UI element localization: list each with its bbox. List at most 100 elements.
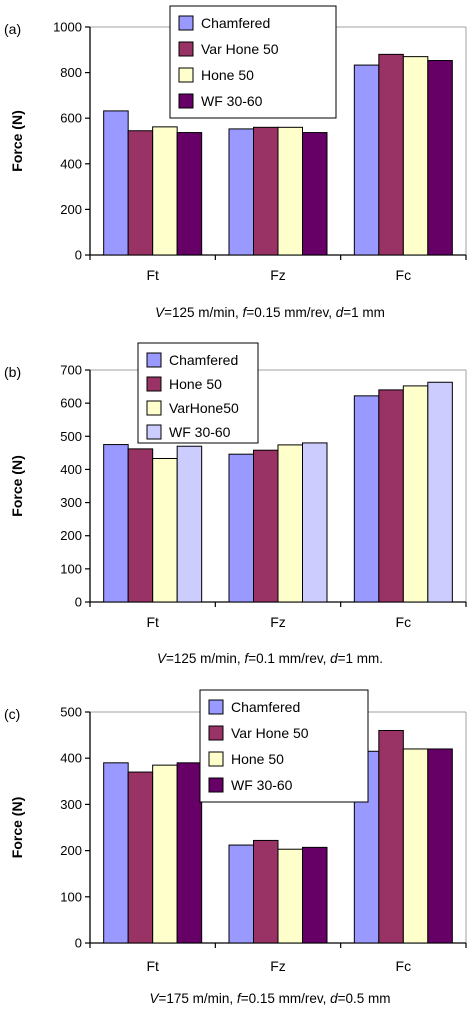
bar-fc-4: [427, 60, 453, 256]
legend-entry: Chamfered: [169, 352, 238, 368]
x-category-label: Ft: [146, 267, 159, 283]
legend-swatch: [146, 376, 162, 392]
y-tick-label: 500: [60, 429, 82, 444]
bar-ft-4: [176, 132, 203, 256]
bar-ft-2: [127, 771, 154, 944]
y-tick-label: 400: [60, 751, 82, 766]
legend-box: [199, 689, 369, 803]
bar-ft-3: [152, 126, 178, 256]
bar-ft-4: [176, 762, 203, 944]
legend-entry: WF 30-60: [169, 424, 231, 440]
legend-swatch: [178, 41, 194, 57]
panel-caption: V=125 m/min, f=0.15 mm/rev, d=1 mm: [155, 305, 385, 320]
panel-letter: (a): [4, 21, 21, 37]
bar-fz-3: [277, 848, 303, 944]
x-category-label: Fc: [396, 958, 412, 974]
y-tick-label: 400: [60, 462, 82, 477]
legend-swatch: [146, 424, 162, 440]
chart-panel-2: (b) 0 100 200 300 400 500 600 700 Force (N) Ft Fz Fc…: [4, 342, 467, 666]
x-category-label: Fz: [270, 267, 286, 283]
y-tick-label: 100: [60, 561, 82, 576]
y-tick-label: 300: [60, 495, 82, 510]
legend-swatch: [208, 699, 224, 715]
bar-ft-1: [103, 110, 129, 256]
bar-ft-2: [127, 130, 154, 256]
bar-fc-3: [402, 385, 429, 603]
y-tick-label: 200: [60, 528, 82, 543]
y-tick-label: 400: [60, 156, 82, 171]
bar-fc-2: [378, 53, 404, 256]
bar-ft-1: [103, 762, 129, 944]
chart-legend: Chamfered Var Hone 50 Hone 50 WF 30-60: [169, 5, 337, 119]
legend-entry: WF 30-60: [201, 93, 263, 109]
legend-swatch: [178, 67, 194, 83]
y-tick-label: 800: [60, 65, 82, 80]
bar-fc-2: [378, 389, 404, 603]
bar-ft-4: [176, 445, 203, 603]
y-axis-label: Force (N): [9, 110, 25, 171]
bar-fz-4: [302, 132, 328, 256]
bar-fz-2: [253, 126, 279, 256]
y-tick-label: 1000: [53, 20, 82, 35]
chart-panel-1: (a) 0 200 400 600 800 1000 Force (N) Ft Fz Fc V=125…: [4, 5, 467, 320]
legend-entry: Chamfered: [201, 15, 270, 31]
chart-panel-3: (c) 0 100 200 300 400 500 Force (N) Ft Fz Fc V=175 …: [4, 689, 467, 1006]
y-tick-label: 600: [60, 396, 82, 411]
legend-swatch: [146, 352, 162, 368]
legend-swatch: [146, 400, 162, 416]
y-tick-label: 500: [60, 705, 82, 720]
bar-ft-1: [103, 444, 129, 603]
bar-fz-3: [277, 126, 303, 256]
y-tick-label: 200: [60, 202, 82, 217]
bar-fc-1: [353, 395, 380, 603]
bar-fc-4: [427, 381, 453, 603]
panel-caption: V=175 m/min, f=0.15 mm/rev, d=0.5 mm: [149, 991, 390, 1006]
chart-legend: Chamfered Var Hone 50 Hone 50 WF 30-60: [199, 689, 369, 803]
y-axis-label: Force (N): [9, 797, 25, 858]
y-tick-label: 600: [60, 111, 82, 126]
y-tick-label: 300: [60, 797, 82, 812]
panel-caption: V=125 m/min, f=0.1 mm/rev, d=1 mm.: [157, 651, 383, 666]
bar-fz-4: [302, 846, 328, 944]
y-tick-label: 0: [75, 595, 82, 610]
legend-entry: Chamfered: [231, 699, 300, 715]
y-tick-label: 100: [60, 889, 82, 904]
y-axis-label: Force (N): [9, 455, 25, 516]
legend-entry: Hone 50: [169, 376, 222, 392]
x-category-label: Fz: [270, 958, 286, 974]
bar-ft-2: [127, 448, 154, 603]
y-tick-label: 0: [75, 936, 82, 951]
x-category-label: Fc: [396, 267, 412, 283]
y-tick-label: 700: [60, 363, 82, 378]
bar-ft-3: [152, 457, 178, 603]
legend-entry: Hone 50: [231, 751, 284, 767]
bar-fz-1: [228, 844, 254, 944]
legend-entry: Var Hone 50: [201, 41, 279, 57]
legend-entry: Hone 50: [201, 67, 254, 83]
bar-fc-1: [353, 64, 380, 256]
x-category-label: Ft: [146, 614, 159, 630]
bar-ft-3: [152, 764, 178, 944]
legend-swatch: [208, 725, 224, 741]
x-category-label: Fc: [396, 614, 412, 630]
bar-fz-1: [228, 453, 254, 603]
bar-fc-3: [402, 56, 429, 256]
x-category-label: Ft: [146, 958, 159, 974]
x-category-label: Fz: [270, 614, 286, 630]
bar-fz-4: [302, 442, 328, 603]
legend-swatch: [178, 15, 194, 31]
legend-swatch: [208, 777, 224, 793]
legend-swatch: [208, 751, 224, 767]
bar-fz-2: [253, 449, 279, 603]
bar-fz-3: [277, 444, 303, 603]
legend-entry: Var Hone 50: [231, 725, 309, 741]
bar-fz-1: [228, 128, 254, 256]
bar-fc-4: [427, 748, 453, 944]
bar-fz-2: [253, 839, 279, 944]
legend-box: [169, 5, 337, 119]
panel-letter: (c): [4, 706, 20, 722]
legend-entry: WF 30-60: [231, 777, 293, 793]
legend-swatch: [178, 93, 194, 109]
bar-fc-2: [378, 729, 404, 944]
